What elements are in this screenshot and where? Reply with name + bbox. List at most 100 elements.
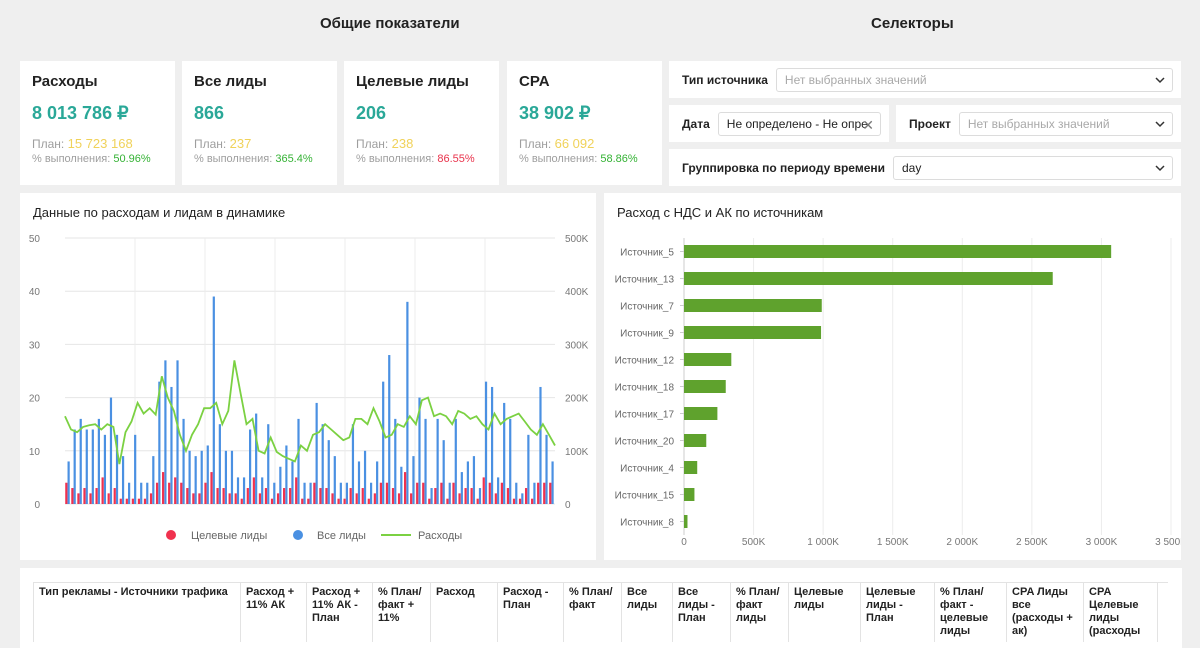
- source-spend-bar: [684, 245, 1112, 258]
- bar-target-leads: [452, 482, 455, 504]
- table-header-cell[interactable]: CPA Целевые лиды (расходы: [1084, 583, 1158, 642]
- legend-label-target: Целевые лиды: [191, 530, 267, 542]
- bar-target-leads: [543, 482, 546, 504]
- clear-icon[interactable]: ✕: [862, 116, 874, 133]
- bar-all-leads: [279, 466, 282, 504]
- bar-target-leads: [222, 488, 225, 504]
- selector-label: Тип источника: [682, 72, 768, 87]
- bar-all-leads: [460, 472, 463, 504]
- table-header-cell[interactable]: Целевые лиды - План: [861, 583, 935, 642]
- legend-label-spend: Расходы: [418, 530, 462, 542]
- table-header-cell[interactable]: CPA Лиды все (расходы + ак): [1007, 583, 1084, 642]
- bar-all-leads: [333, 456, 336, 504]
- kpi-card-spend: Расходы 8 013 786 ₽ План: 15 723 168 % в…: [20, 61, 175, 185]
- bar-target-leads: [149, 493, 153, 504]
- table-header-cell[interactable]: Все лиды: [622, 583, 673, 642]
- bar-all-leads: [176, 360, 179, 504]
- bar-target-leads: [125, 498, 128, 504]
- kpi-plan: План: 15 723 168: [32, 136, 133, 151]
- category-label: Источник_13: [615, 275, 675, 286]
- bar-target-leads: [198, 493, 201, 504]
- bar-all-leads: [533, 482, 536, 504]
- table-header-cell[interactable]: Расход - План: [498, 583, 564, 642]
- legend-marker-all: [293, 530, 303, 540]
- bar-all-leads: [206, 445, 209, 504]
- source-spend-bar: [684, 326, 822, 339]
- bar-all-leads: [309, 482, 312, 504]
- kpi-label: CPA: [519, 73, 550, 90]
- bar-target-leads: [549, 482, 552, 504]
- bar-all-leads: [394, 418, 397, 504]
- bar-all-leads: [448, 482, 451, 504]
- grouping-select[interactable]: day: [893, 155, 1173, 180]
- bar-all-leads: [509, 418, 512, 504]
- table-header-cell[interactable]: Расход + 11% АК: [241, 583, 307, 642]
- bar-all-leads: [521, 493, 524, 504]
- bar-all-leads: [442, 440, 445, 504]
- category-label: Источник_5: [620, 248, 674, 259]
- bar-target-leads: [531, 498, 534, 504]
- selector-label: Группировка по периоду времени: [682, 160, 885, 175]
- bar-all-leads: [406, 301, 409, 504]
- bar-target-leads: [295, 477, 298, 504]
- bar-target-leads: [276, 493, 280, 504]
- bar-target-leads: [470, 488, 473, 504]
- bar-target-leads: [119, 498, 122, 504]
- table-header-cell[interactable]: Все лиды - План: [673, 583, 731, 642]
- x-tick-label: 2 000K: [946, 537, 978, 548]
- table-header-cell[interactable]: % План/ факт + 11%: [373, 583, 431, 642]
- source-spend-panel: Расход с НДС и АК по источникам 0 500K 1 0…: [604, 193, 1181, 560]
- bar-all-leads: [73, 429, 76, 504]
- bar-target-leads: [434, 488, 437, 504]
- kpi-plan: План: 237: [194, 136, 252, 151]
- bar-all-leads: [242, 477, 246, 504]
- bar-all-leads: [430, 488, 433, 504]
- chevron-down-icon: [1155, 76, 1165, 83]
- selector-label: Дата: [682, 116, 710, 131]
- bar-target-leads: [210, 472, 213, 504]
- kpi-performance: % выполнения: 58.86%: [519, 153, 638, 165]
- kpi-label: Расходы: [32, 73, 98, 90]
- bar-target-leads: [216, 488, 219, 504]
- x-tick-label: 1 500K: [877, 537, 909, 548]
- bar-all-leads: [382, 381, 385, 504]
- chevron-down-icon: [1155, 164, 1165, 171]
- kpi-label: Все лиды: [194, 73, 267, 90]
- table-header-cell[interactable]: Тип рекламы - Источники трафика: [33, 583, 241, 642]
- category-label: Источник_12: [615, 356, 675, 367]
- bar-all-leads: [121, 456, 125, 504]
- y-left-tick-label: 0: [34, 500, 40, 511]
- date-select[interactable]: Не определено - Не опре ✕: [717, 111, 881, 136]
- source-spend-bar: [684, 299, 822, 312]
- bar-all-leads: [327, 440, 330, 504]
- bar-target-leads: [325, 488, 328, 504]
- kpi-value: 206: [356, 103, 387, 123]
- bar-all-leads: [436, 418, 439, 504]
- project-select[interactable]: Нет выбранных значений: [958, 111, 1173, 136]
- bar-target-leads: [131, 498, 134, 504]
- category-label: Источник_17: [615, 410, 675, 421]
- bar-target-leads: [410, 493, 413, 504]
- table-header-cell[interactable]: % План/ факт: [564, 583, 622, 642]
- bar-target-leads: [331, 493, 334, 504]
- source-type-select[interactable]: Нет выбранных значений: [775, 67, 1173, 92]
- table-header-cell[interactable]: Расход: [431, 583, 498, 642]
- bar-target-leads: [416, 482, 419, 504]
- table-header-cell[interactable]: Расход + 11% АК - План: [307, 583, 373, 642]
- bar-all-leads: [472, 456, 476, 504]
- bar-target-leads: [180, 482, 183, 504]
- bar-all-leads: [158, 381, 161, 504]
- bar-target-leads: [343, 498, 346, 504]
- source-spend-bar: [684, 380, 726, 393]
- category-label: Источник_7: [620, 302, 674, 313]
- table-header-cell[interactable]: % План/ факт - целевые лиды: [935, 583, 1007, 642]
- y-right-tick-label: 100K: [565, 447, 589, 458]
- table-header-cell[interactable]: % План/ факт лиды: [731, 583, 789, 642]
- bar-target-leads: [464, 488, 467, 504]
- table-header-cell[interactable]: Целевые лиды: [789, 583, 861, 642]
- selector-grouping: Группировка по периоду времени day: [669, 149, 1181, 186]
- bar-target-leads: [355, 493, 358, 504]
- bar-target-leads: [458, 493, 461, 504]
- bar-all-leads: [164, 360, 167, 504]
- bar-all-leads: [188, 450, 191, 504]
